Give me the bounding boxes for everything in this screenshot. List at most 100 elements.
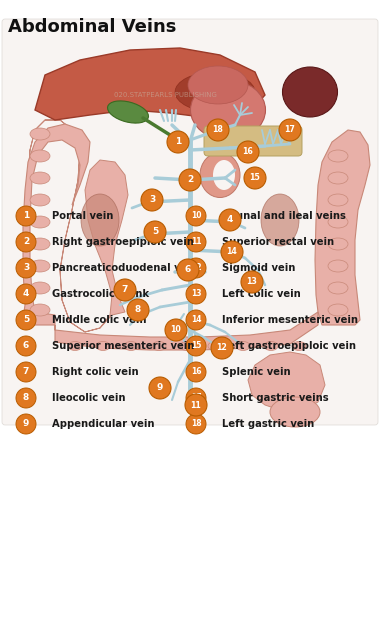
Ellipse shape (180, 342, 194, 351)
Ellipse shape (261, 194, 299, 246)
Ellipse shape (30, 216, 50, 228)
Circle shape (186, 232, 206, 252)
Text: 12: 12 (217, 344, 227, 353)
Circle shape (177, 259, 199, 281)
FancyBboxPatch shape (204, 126, 302, 156)
Ellipse shape (124, 342, 138, 351)
Text: Jejunal and ileal veins: Jejunal and ileal veins (222, 211, 346, 221)
Polygon shape (35, 48, 265, 120)
Text: Sigmoid vein: Sigmoid vein (222, 263, 295, 273)
Circle shape (279, 119, 301, 141)
Circle shape (165, 319, 187, 341)
Ellipse shape (30, 150, 50, 162)
Ellipse shape (328, 282, 348, 294)
Ellipse shape (264, 342, 278, 351)
Text: 16: 16 (191, 367, 201, 376)
Circle shape (186, 258, 206, 278)
Circle shape (241, 271, 263, 293)
Ellipse shape (270, 397, 320, 427)
Circle shape (16, 310, 36, 330)
Ellipse shape (175, 72, 255, 112)
Circle shape (237, 141, 259, 163)
Polygon shape (315, 130, 370, 325)
Circle shape (186, 336, 206, 356)
Ellipse shape (213, 160, 235, 190)
Text: 15: 15 (191, 342, 201, 351)
Polygon shape (55, 312, 318, 350)
Text: Appendicular vein: Appendicular vein (52, 419, 155, 429)
Ellipse shape (328, 194, 348, 206)
Text: 3: 3 (23, 264, 29, 273)
Ellipse shape (30, 194, 50, 206)
Text: 14: 14 (226, 248, 238, 257)
Text: 2: 2 (187, 175, 193, 184)
Text: 18: 18 (212, 125, 223, 134)
Ellipse shape (328, 260, 348, 272)
Circle shape (16, 206, 36, 226)
Circle shape (186, 414, 206, 434)
Polygon shape (28, 120, 128, 332)
Text: 15: 15 (250, 173, 260, 182)
Text: 3: 3 (149, 195, 155, 205)
Text: 14: 14 (191, 316, 201, 324)
Circle shape (219, 209, 241, 231)
Circle shape (244, 167, 266, 189)
Text: Ileocolic vein: Ileocolic vein (52, 393, 125, 403)
Text: Inferior mesenteric vein: Inferior mesenteric vein (222, 315, 358, 325)
Ellipse shape (30, 282, 50, 294)
Ellipse shape (328, 238, 348, 250)
Text: 7: 7 (23, 367, 29, 376)
Text: 10: 10 (171, 326, 181, 335)
Circle shape (186, 388, 206, 408)
FancyBboxPatch shape (2, 19, 378, 425)
Ellipse shape (208, 342, 222, 351)
Circle shape (186, 362, 206, 382)
Text: 8: 8 (23, 394, 29, 403)
Text: 9: 9 (157, 383, 163, 392)
Ellipse shape (190, 80, 266, 140)
Text: 12: 12 (191, 264, 201, 273)
Ellipse shape (108, 101, 149, 123)
Circle shape (207, 119, 229, 141)
Text: 13: 13 (191, 289, 201, 298)
Text: 1: 1 (23, 211, 29, 221)
Text: Gastrocolic trunk: Gastrocolic trunk (52, 289, 149, 299)
Circle shape (141, 189, 163, 211)
Text: 17: 17 (191, 394, 201, 403)
Ellipse shape (30, 172, 50, 184)
Ellipse shape (236, 342, 250, 351)
Ellipse shape (328, 150, 348, 162)
Text: 1: 1 (175, 138, 181, 147)
Ellipse shape (200, 152, 240, 198)
Ellipse shape (328, 216, 348, 228)
Text: Right gastroepiploic vein: Right gastroepiploic vein (52, 237, 194, 247)
Polygon shape (248, 352, 325, 412)
Ellipse shape (68, 342, 82, 351)
Text: 9: 9 (23, 419, 29, 429)
Circle shape (16, 362, 36, 382)
Text: Portal vein: Portal vein (52, 211, 113, 221)
Text: 18: 18 (191, 419, 201, 429)
Ellipse shape (81, 194, 119, 246)
Text: Left gastroepiploic vein: Left gastroepiploic vein (222, 341, 356, 351)
Text: 13: 13 (247, 278, 257, 287)
Text: Abdominal Veins: Abdominal Veins (8, 18, 176, 36)
Circle shape (16, 414, 36, 434)
Polygon shape (22, 124, 90, 325)
Text: Short gastric veins: Short gastric veins (222, 393, 329, 403)
Text: 6: 6 (185, 266, 191, 275)
Text: 4: 4 (23, 289, 29, 298)
Circle shape (16, 284, 36, 304)
Circle shape (211, 337, 233, 359)
Text: 7: 7 (122, 285, 128, 294)
Text: 8: 8 (135, 305, 141, 314)
Ellipse shape (96, 342, 110, 351)
Text: 10: 10 (191, 211, 201, 221)
Circle shape (179, 169, 201, 191)
Circle shape (114, 279, 136, 301)
Text: 5: 5 (152, 227, 158, 237)
Ellipse shape (152, 342, 166, 351)
Ellipse shape (30, 260, 50, 272)
Text: 16: 16 (242, 147, 253, 157)
Ellipse shape (282, 67, 337, 117)
